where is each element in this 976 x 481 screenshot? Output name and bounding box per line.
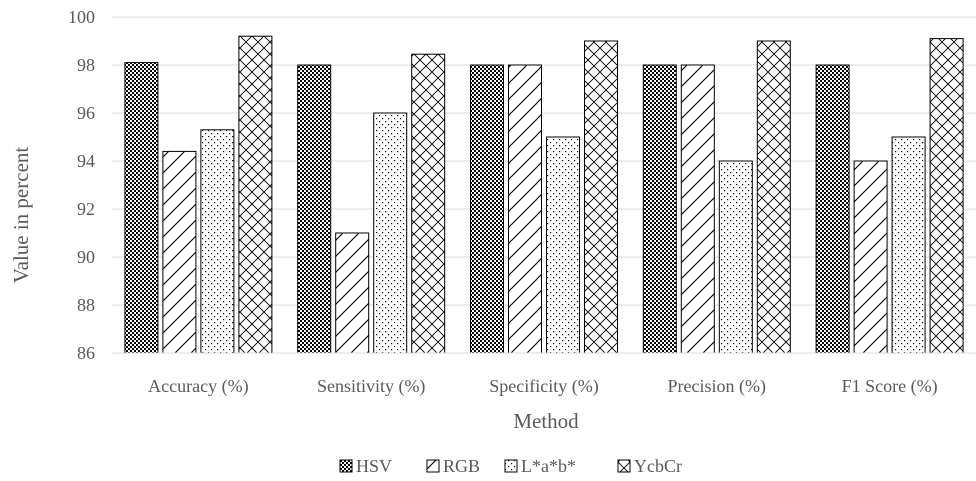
y-tick-label: 100 xyxy=(68,7,95,27)
bar-lab-4 xyxy=(891,136,926,354)
legend-swatch xyxy=(339,459,353,473)
x-tick-label: Sensitivity (%) xyxy=(317,376,426,397)
x-tick-label: Precision (%) xyxy=(668,376,766,397)
bar-hsv-1 xyxy=(297,64,332,354)
y-tick-label: 98 xyxy=(77,55,95,75)
legend-swatch xyxy=(426,459,440,473)
bar-rgb-4 xyxy=(853,160,888,354)
bar-ycbcr-1 xyxy=(411,53,446,354)
x-axis-title: Method xyxy=(513,409,579,433)
bar-hsv-2 xyxy=(470,64,504,354)
y-tick-label: 96 xyxy=(77,103,95,123)
bars xyxy=(124,35,964,354)
bar-ycbcr-3 xyxy=(756,40,791,354)
bar-lab-3 xyxy=(718,160,753,354)
bar-ycbcr-4 xyxy=(929,38,964,354)
bar-hsv-4 xyxy=(815,64,850,354)
legend-label: HSV xyxy=(356,456,392,476)
bar-ycbcr-0 xyxy=(238,35,273,354)
bar-lab-1 xyxy=(373,112,408,354)
bar-hsv-0 xyxy=(124,62,159,354)
y-axis-title: Value in percent xyxy=(9,147,33,284)
legend-label: RGB xyxy=(443,456,480,476)
legend-label: YcbCr xyxy=(634,456,682,476)
y-tick-label: 94 xyxy=(77,151,95,171)
legend-swatch xyxy=(617,459,631,473)
bar-rgb-0 xyxy=(162,150,197,354)
x-tick-label: F1 Score (%) xyxy=(842,376,938,397)
bar-lab-2 xyxy=(546,136,580,354)
x-axis-ticks: Accuracy (%) Sensitivity (%) Specificity (… xyxy=(148,376,937,397)
bar-lab-0 xyxy=(200,129,235,354)
bar-rgb-3 xyxy=(680,64,715,354)
bar-rgb-2 xyxy=(508,64,542,354)
legend-label: L*a*b* xyxy=(521,456,576,476)
x-tick-label: Accuracy (%) xyxy=(148,376,248,397)
bar-ycbcr-2 xyxy=(584,40,618,354)
y-axis-ticks: 86 88 90 92 94 96 98 100 xyxy=(68,7,95,363)
legend: HSV RGB L*a*b* YcbCr xyxy=(339,456,682,476)
bar-rgb-1 xyxy=(335,232,370,354)
x-tick-label: Specificity (%) xyxy=(489,376,598,397)
bar-hsv-3 xyxy=(642,64,677,354)
y-tick-label: 88 xyxy=(77,295,95,315)
y-tick-label: 92 xyxy=(77,199,95,219)
y-tick-label: 86 xyxy=(77,343,95,363)
y-tick-label: 90 xyxy=(77,247,95,267)
legend-swatch xyxy=(504,459,518,473)
